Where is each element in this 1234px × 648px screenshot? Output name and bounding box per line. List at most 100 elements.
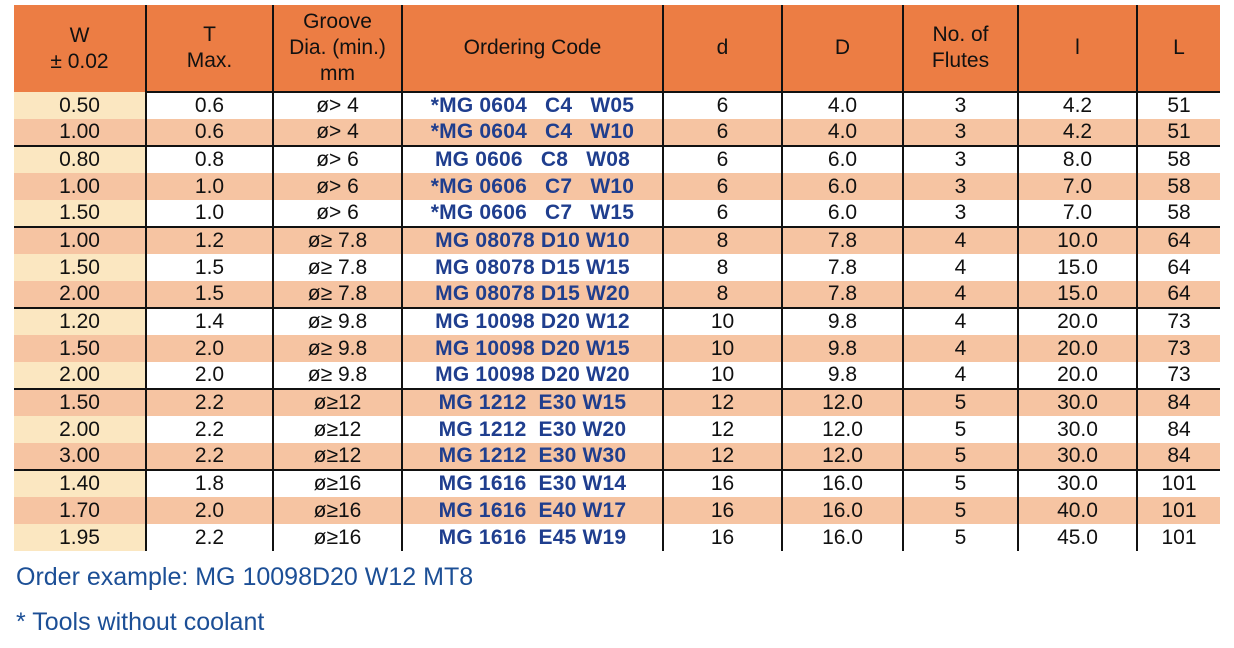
t-max-cell: 1.8 (146, 469, 274, 497)
table-row: 0.80 0.8 ø> 6 MG 0606 C8 W08 6 6.0 3 8.0 58 (14, 145, 1220, 173)
l-cell: 20.0 (1018, 335, 1138, 362)
t-max-cell: 2.0 (146, 335, 274, 362)
l-cell: 10.0 (1018, 226, 1138, 254)
L-cell: 84 (1137, 443, 1220, 470)
ordering-code-cell: MG 1212 E30 W30 (402, 443, 664, 470)
groove-dia-cell: ø≥16 (273, 497, 403, 524)
w-cell: 1.95 (14, 524, 147, 551)
flutes-cell: 4 (903, 254, 1019, 281)
w-cell: 2.00 (14, 281, 147, 308)
col-header-w: W ± 0.02 (14, 5, 147, 92)
header-row: W ± 0.02 T Max. Groove Dia. (min.) mm Or… (14, 5, 1220, 93)
groove-dia-cell: ø≥12 (273, 443, 403, 470)
ordering-code-cell: MG 08078 D15 W15 (402, 254, 664, 281)
D-cell: 4.0 (782, 92, 904, 119)
w-cell: 2.00 (14, 416, 147, 443)
ordering-code-cell: MG 1616 E45 W19 (402, 524, 664, 551)
groove-dia-cell: ø≥12 (273, 388, 403, 416)
groove-dia-cell: ø≥16 (273, 469, 403, 497)
ordering-code-cell: MG 08078 D10 W10 (402, 226, 664, 254)
d-cell: 8 (663, 226, 783, 254)
ordering-code-cell: *MG 0606 C7 W10 (402, 173, 664, 200)
flutes-cell: 4 (903, 307, 1019, 335)
ordering-code-cell: MG 1212 E30 W15 (402, 388, 664, 416)
l-cell: 7.0 (1018, 200, 1138, 227)
table-header: W ± 0.02 T Max. Groove Dia. (min.) mm Or… (14, 5, 1220, 93)
L-cell: 58 (1137, 145, 1220, 173)
ordering-code-cell: *MG 0604 C4 W05 (402, 92, 664, 119)
table-row: 3.00 2.2 ø≥12 MG 1212 E30 W30 12 12.0 5 30.0 84 (14, 443, 1220, 470)
col-header-L: L (1137, 5, 1220, 93)
groove-dia-cell: ø≥ 9.8 (273, 335, 403, 362)
table-row: 1.40 1.8 ø≥16 MG 1616 E30 W14 16 16.0 5 30.0 101 (14, 469, 1220, 497)
groove-dia-cell: ø> 6 (273, 173, 403, 200)
flutes-cell: 5 (903, 416, 1019, 443)
D-cell: 6.0 (782, 200, 904, 227)
D-cell: 4.0 (782, 119, 904, 146)
l-cell: 20.0 (1018, 307, 1138, 335)
l-cell: 30.0 (1018, 443, 1138, 470)
w-cell: 2.00 (14, 362, 147, 389)
flutes-cell: 5 (903, 443, 1019, 470)
ordering-code-cell: MG 0606 C8 W08 (402, 145, 664, 173)
t-max-cell: 2.2 (146, 524, 274, 551)
table-row: 1.00 1.0 ø> 6 *MG 0606 C7 W10 6 6.0 3 7.0 58 (14, 173, 1220, 200)
D-cell: 12.0 (782, 388, 904, 416)
ordering-code-cell: MG 10098 D20 W20 (402, 362, 664, 389)
groove-dia-cell: ø≥ 7.8 (273, 281, 403, 308)
D-cell: 9.8 (782, 362, 904, 389)
d-cell: 6 (663, 92, 783, 119)
flutes-cell: 4 (903, 226, 1019, 254)
spec-table: W ± 0.02 T Max. Groove Dia. (min.) mm Or… (14, 5, 1220, 551)
col-header-D: D (782, 5, 904, 93)
flutes-cell: 5 (903, 469, 1019, 497)
flutes-cell: 5 (903, 388, 1019, 416)
groove-dia-cell: ø≥ 9.8 (273, 362, 403, 389)
col-header-l: l (1018, 5, 1138, 93)
t-max-cell: 2.0 (146, 497, 274, 524)
groove-dia-cell: ø≥12 (273, 416, 403, 443)
ordering-code-cell: MG 1212 E30 W20 (402, 416, 664, 443)
groove-dia-cell: ø> 6 (273, 200, 403, 227)
t-max-cell: 1.0 (146, 173, 274, 200)
l-cell: 30.0 (1018, 388, 1138, 416)
D-cell: 7.8 (782, 254, 904, 281)
col-header-d: d (663, 5, 783, 93)
ordering-code-cell: MG 10098 D20 W15 (402, 335, 664, 362)
col-header-ordering-code: Ordering Code (402, 5, 664, 93)
w-cell: 1.50 (14, 200, 147, 227)
t-max-cell: 0.8 (146, 145, 274, 173)
w-cell: 1.50 (14, 254, 147, 281)
t-max-cell: 1.5 (146, 254, 274, 281)
L-cell: 64 (1137, 254, 1220, 281)
flutes-cell: 4 (903, 281, 1019, 308)
d-cell: 8 (663, 254, 783, 281)
table-row: 1.50 1.0 ø> 6 *MG 0606 C7 W15 6 6.0 3 7.0 58 (14, 200, 1220, 227)
d-cell: 6 (663, 119, 783, 146)
L-cell: 64 (1137, 281, 1220, 308)
flutes-cell: 5 (903, 497, 1019, 524)
ordering-code-cell: *MG 0606 C7 W15 (402, 200, 664, 227)
w-cell: 1.20 (14, 307, 147, 335)
D-cell: 7.8 (782, 226, 904, 254)
D-cell: 9.8 (782, 335, 904, 362)
flutes-cell: 4 (903, 335, 1019, 362)
t-max-cell: 2.2 (146, 443, 274, 470)
D-cell: 16.0 (782, 469, 904, 497)
flutes-cell: 3 (903, 200, 1019, 227)
D-cell: 12.0 (782, 443, 904, 470)
ordering-code-cell: MG 08078 D15 W20 (402, 281, 664, 308)
d-cell: 10 (663, 335, 783, 362)
d-cell: 8 (663, 281, 783, 308)
w-cell: 1.70 (14, 497, 147, 524)
d-cell: 6 (663, 200, 783, 227)
groove-dia-cell: ø> 6 (273, 145, 403, 173)
L-cell: 84 (1137, 388, 1220, 416)
t-max-cell: 2.2 (146, 388, 274, 416)
flutes-cell: 3 (903, 119, 1019, 146)
d-cell: 12 (663, 443, 783, 470)
L-cell: 73 (1137, 362, 1220, 389)
groove-dia-cell: ø> 4 (273, 92, 403, 119)
l-cell: 30.0 (1018, 469, 1138, 497)
